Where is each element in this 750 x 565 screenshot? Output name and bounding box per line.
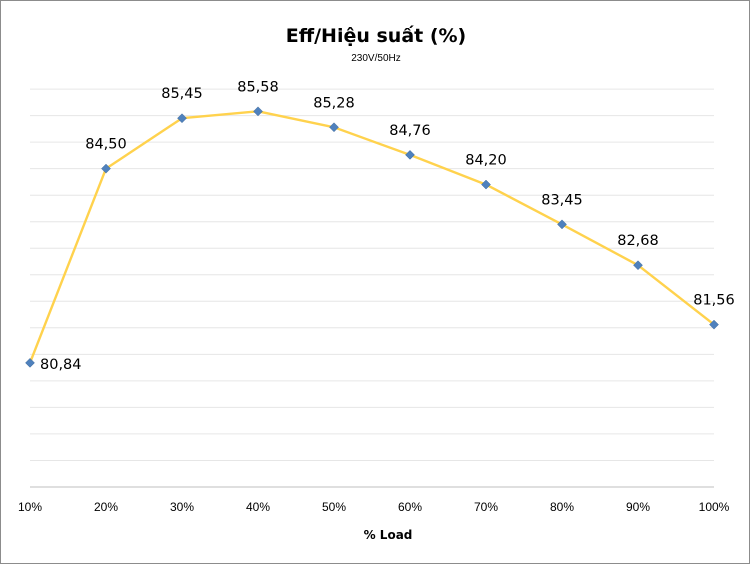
data-label: 84,20: [465, 153, 507, 169]
data-markers: [25, 106, 719, 368]
data-label: 84,50: [85, 137, 127, 153]
chart-subtitle: 230V/50Hz: [351, 53, 400, 64]
data-point-marker: [557, 219, 567, 230]
x-tick-labels: 10% 20% 30% 40% 50% 60% 70% 80% 90% 100%: [18, 500, 730, 514]
data-label: 81,56: [693, 293, 735, 309]
data-label: 85,45: [161, 86, 203, 102]
data-point-marker: [633, 260, 643, 271]
data-point-marker: [329, 122, 339, 133]
data-point-marker: [405, 149, 415, 160]
x-tick-label: 10%: [18, 500, 42, 514]
x-axis-label: % Load: [364, 528, 413, 542]
x-tick-label: 60%: [398, 500, 422, 514]
data-point-marker: [709, 319, 719, 330]
series-line: [28, 110, 715, 364]
gridlines: [30, 88, 714, 461]
x-tick-label: 100%: [699, 500, 730, 514]
x-tick-label: 70%: [474, 500, 498, 514]
chart-title: Eff/Hiệu suất (%): [286, 24, 467, 47]
data-label: 84,76: [389, 123, 431, 139]
x-tick-label: 20%: [94, 500, 118, 514]
x-tick-label: 90%: [626, 500, 650, 514]
data-point-marker: [101, 163, 111, 174]
data-label: 85,28: [313, 95, 355, 111]
data-labels: 80,84 84,50 85,45 85,58 85,28 84,76 84,20 83,45…: [40, 79, 735, 372]
data-label: 82,68: [617, 233, 659, 249]
x-tick-label: 50%: [322, 500, 346, 514]
data-label: 80,84: [40, 357, 82, 373]
data-point-marker: [25, 357, 35, 368]
data-label: 85,58: [237, 79, 279, 95]
data-point-marker: [177, 113, 187, 124]
data-label: 83,45: [541, 192, 583, 208]
data-point-marker: [253, 106, 263, 117]
x-tick-label: 30%: [170, 500, 194, 514]
data-point-marker: [481, 179, 491, 190]
x-tick-label: 80%: [550, 500, 574, 514]
x-tick-label: 40%: [246, 500, 270, 514]
